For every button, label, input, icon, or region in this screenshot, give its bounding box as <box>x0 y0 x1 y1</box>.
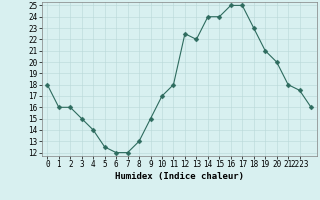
X-axis label: Humidex (Indice chaleur): Humidex (Indice chaleur) <box>115 172 244 181</box>
